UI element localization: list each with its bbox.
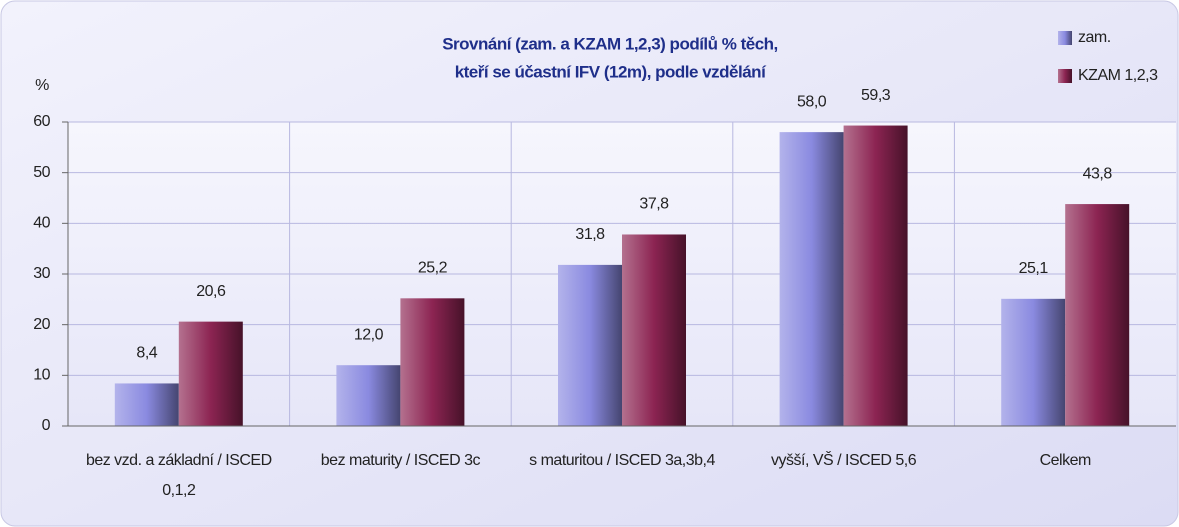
bar bbox=[1001, 298, 1066, 426]
x-tick-label: bez vzd. a základní / ISCED 0,1,2 bbox=[85, 452, 272, 499]
y-axis-label: % bbox=[35, 77, 49, 94]
bar bbox=[843, 125, 908, 427]
bar bbox=[114, 383, 179, 426]
bar bbox=[1065, 204, 1130, 426]
y-tick-label: 50 bbox=[33, 164, 50, 181]
value-label: 8,4 bbox=[136, 345, 157, 362]
value-label: 25,2 bbox=[418, 260, 448, 277]
x-tick-label: bez maturity / ISCED 3c bbox=[320, 452, 481, 469]
value-label: 58,0 bbox=[797, 93, 827, 110]
bar bbox=[400, 298, 465, 426]
legend-label: KZAM 1,2,3 bbox=[1078, 67, 1158, 84]
y-tick-label: 60 bbox=[33, 113, 50, 130]
value-label: 25,1 bbox=[1019, 260, 1049, 277]
x-tick-label: vyšší, VŠ / ISCED 5,6 bbox=[771, 452, 917, 469]
value-label: 20,6 bbox=[196, 283, 226, 300]
value-label: 12,0 bbox=[354, 326, 384, 343]
y-tick-label: 0 bbox=[42, 417, 51, 434]
value-label: 31,8 bbox=[575, 226, 605, 243]
legend-swatch bbox=[1058, 31, 1072, 45]
bar bbox=[779, 132, 844, 426]
chart-title: kteří se účastní IFV (12m), podle vzdělá… bbox=[455, 62, 767, 81]
legend-swatch bbox=[1058, 69, 1072, 83]
legend-label: zam. bbox=[1078, 29, 1111, 46]
x-tick-label: s maturitou / ISCED 3a,3b,4 bbox=[529, 452, 715, 469]
chart-title: Srovnání (zam. a KZAM 1,2,3) podílů % tě… bbox=[442, 34, 778, 53]
y-tick-label: 30 bbox=[33, 265, 50, 282]
y-tick-label: 40 bbox=[33, 215, 50, 232]
y-tick-label: 20 bbox=[33, 316, 50, 333]
value-label: 37,8 bbox=[639, 196, 669, 213]
bar bbox=[622, 234, 686, 426]
y-tick-label: 10 bbox=[33, 367, 50, 384]
x-tick-label: Celkem bbox=[1039, 452, 1092, 469]
bar bbox=[558, 264, 622, 426]
bar bbox=[336, 365, 401, 426]
value-label: 43,8 bbox=[1083, 165, 1113, 182]
value-label: 59,3 bbox=[861, 87, 891, 104]
bar bbox=[178, 321, 243, 426]
